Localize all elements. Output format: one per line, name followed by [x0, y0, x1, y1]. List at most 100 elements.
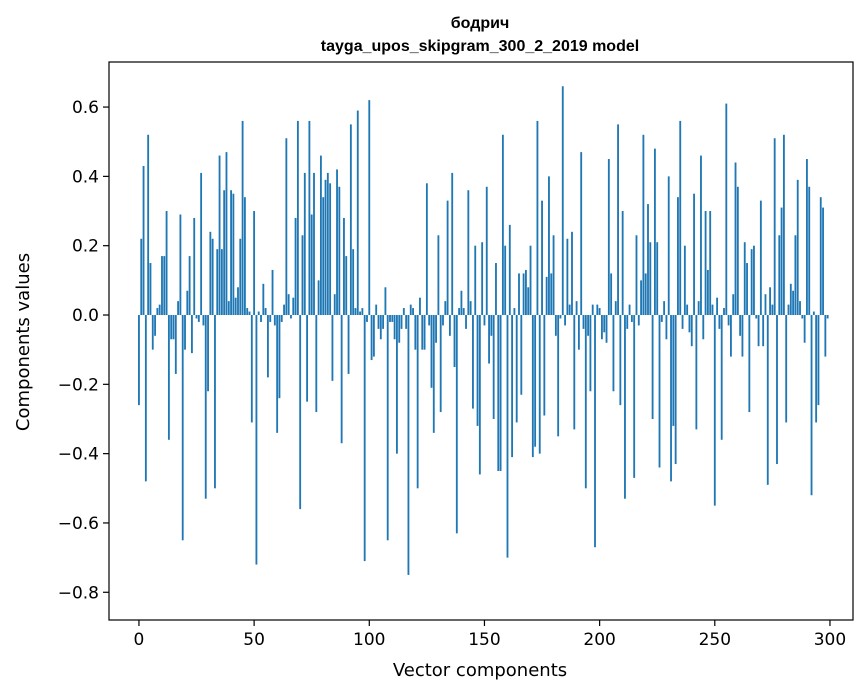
bar-61: [278, 315, 281, 399]
bar-214: [630, 315, 633, 322]
bar-149: [481, 242, 484, 315]
bar-256: [727, 315, 730, 326]
bar-27: [200, 172, 203, 316]
bar-115: [402, 308, 405, 315]
bar-137: [453, 315, 456, 367]
bar-205: [610, 273, 613, 316]
bar-187: [568, 304, 571, 316]
bar-274: [769, 287, 771, 316]
bar-238: [686, 304, 689, 316]
bar-172: [534, 315, 537, 447]
bar-249: [711, 304, 714, 316]
bar-80: [322, 197, 325, 316]
bar-120: [414, 315, 417, 350]
bar-233: [674, 315, 677, 465]
bar-192: [580, 152, 583, 315]
bar-188: [571, 231, 573, 316]
x-tick-label: 50: [243, 630, 265, 650]
bar-117: [407, 315, 410, 575]
bars-group: [138, 86, 829, 575]
bar-264: [746, 263, 748, 316]
bar-9: [158, 304, 161, 316]
bar-234: [677, 197, 679, 316]
bar-180: [552, 235, 555, 315]
bar-47: [246, 308, 249, 315]
bar-68: [294, 217, 297, 315]
bar-15: [172, 315, 175, 340]
bar-3: [144, 315, 147, 482]
bar-244: [700, 155, 702, 316]
bar-243: [697, 301, 700, 315]
bar-31: [209, 231, 212, 316]
bar-220: [644, 273, 647, 316]
bar-39: [227, 301, 230, 315]
bar-241: [693, 193, 695, 315]
bar-78: [317, 280, 320, 316]
bar-64: [285, 138, 288, 316]
bar-8: [156, 308, 159, 315]
bar-48: [248, 311, 251, 316]
x-tick-label: 150: [468, 630, 500, 650]
bar-278: [778, 235, 781, 315]
bar-162: [511, 315, 514, 458]
bar-129: [435, 315, 437, 343]
bar-123: [421, 315, 424, 350]
bar-242: [695, 315, 698, 430]
bar-299: [826, 315, 829, 319]
bar-289: [803, 315, 806, 343]
bar-190: [575, 301, 578, 315]
bar-91: [347, 315, 350, 374]
x-axis-label: Vector components: [393, 660, 567, 681]
bar-60: [276, 315, 279, 433]
bar-207: [614, 301, 617, 315]
bar-211: [624, 315, 626, 499]
bar-203: [605, 315, 608, 343]
bar-109: [389, 315, 391, 322]
bar-259: [734, 162, 737, 316]
bar-69: [296, 120, 299, 316]
bar-96: [359, 311, 361, 316]
bar-199: [596, 304, 599, 316]
bar-106: [382, 315, 385, 329]
bar-56: [267, 315, 269, 378]
bar-210: [621, 211, 624, 316]
bar-288: [801, 315, 804, 319]
bar-17: [177, 301, 180, 315]
bar-170: [529, 245, 532, 316]
bar-71: [301, 235, 304, 315]
bar-279: [780, 207, 783, 316]
bar-92: [349, 124, 352, 316]
chart-subtitle: tayga_upos_skipgram_300_2_2019 model: [321, 38, 639, 55]
plot-frame: [108, 61, 854, 621]
bar-104: [377, 315, 380, 329]
bar-265: [748, 315, 751, 413]
x-tick-label: 200: [583, 630, 615, 650]
bar-95: [356, 110, 359, 316]
y-tick-label: 0.4: [72, 167, 99, 187]
bar-271: [762, 315, 765, 347]
bar-14: [170, 315, 173, 340]
bar-186: [566, 238, 569, 316]
bar-94: [354, 308, 357, 315]
bar-218: [640, 280, 643, 316]
bar-0: [138, 315, 140, 406]
bar-51: [255, 315, 258, 565]
bar-224: [653, 148, 656, 316]
bar-26: [197, 315, 200, 322]
bar-142: [465, 315, 467, 329]
bar-113: [398, 315, 401, 343]
bar-184: [561, 86, 564, 316]
bar-128: [432, 315, 435, 433]
bar-53: [260, 315, 262, 322]
bar-43: [237, 287, 239, 316]
bar-298: [824, 315, 827, 357]
bar-204: [607, 159, 610, 315]
bar-12: [165, 211, 168, 316]
bar-290: [806, 159, 808, 315]
bar-251: [716, 297, 719, 316]
bar-97: [361, 308, 364, 315]
bar-292: [810, 315, 813, 496]
bar-166: [520, 315, 523, 395]
bar-153: [490, 315, 493, 336]
bar-86: [336, 169, 338, 316]
